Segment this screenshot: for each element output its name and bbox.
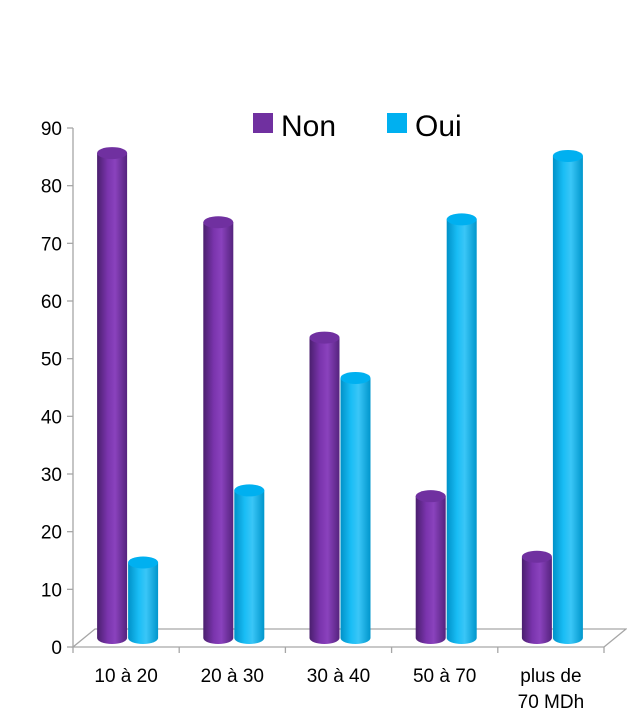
bar-top [203,216,234,229]
bar-non-3 [415,490,446,644]
x-tick-label-line: 50 à 70 [413,666,476,687]
bar-non-4 [521,550,552,644]
bar-top [309,331,340,344]
x-tick-label: 30 à 40 [307,666,370,687]
bar-body [128,562,159,644]
legend-swatch-non [253,113,273,133]
x-tick-label: 10 à 20 [94,666,157,687]
y-tick-label: 40 [41,407,62,428]
y-tick-label: 0 [51,638,62,659]
bar-top [128,556,159,569]
bar-non-2 [309,331,340,644]
bars [97,147,583,645]
bar-body [552,155,583,644]
y-tick-label: 30 [41,465,62,486]
legend-label-non: Non [281,110,336,143]
bar-body [234,490,265,644]
chart-floor [71,628,627,648]
bar-oui-1 [234,484,265,644]
bar-body [415,496,446,644]
y-tick-label: 10 [41,580,62,601]
bar-oui-3 [446,213,477,644]
bar-body [521,556,552,644]
x-tick-label-line: plus de [520,666,581,687]
x-tick-label-line: 30 à 40 [307,666,370,687]
bar-body [203,222,234,644]
bar-body [446,219,477,644]
bar-top [521,550,552,563]
y-tick-label: 80 [41,177,62,198]
legend-label-oui: Oui [415,110,462,143]
bar-oui-2 [340,371,371,644]
bar-top [415,490,446,503]
bar-top [234,484,265,497]
axes: 0 10 20 30 40 50 60 70 80 90 10 à 20 20 à 30 30 à 40… [41,119,627,713]
x-tick-label: 50 à 70 [413,666,476,687]
legend-swatch-oui [387,113,407,133]
y-tick-label: 60 [41,292,62,313]
bar-top [552,149,583,162]
x-tick-label-line: 20 à 30 [201,666,264,687]
y-tick-label: 70 [41,234,62,255]
bar-oui-4 [552,149,583,644]
bar-top [340,371,371,384]
x-tick-label: 20 à 30 [201,666,264,687]
y-tick-label: 20 [41,523,62,544]
legend: Non Oui [253,110,462,143]
bar-body [97,153,128,645]
bar-body [340,377,371,644]
x-tick-label-line: 10 à 20 [94,666,157,687]
x-tick-label-line: 70 MDh [518,692,585,713]
bar-non-1 [203,216,234,644]
y-tick-label: 50 [41,350,62,371]
bar-top [446,213,477,226]
bar-body [309,337,340,644]
bar-non-0 [97,147,128,645]
bar-top [97,147,128,160]
y-tick-label: 90 [41,119,62,140]
x-tick-label: plus de 70 MDh [518,666,585,713]
bar-oui-0 [128,556,159,644]
